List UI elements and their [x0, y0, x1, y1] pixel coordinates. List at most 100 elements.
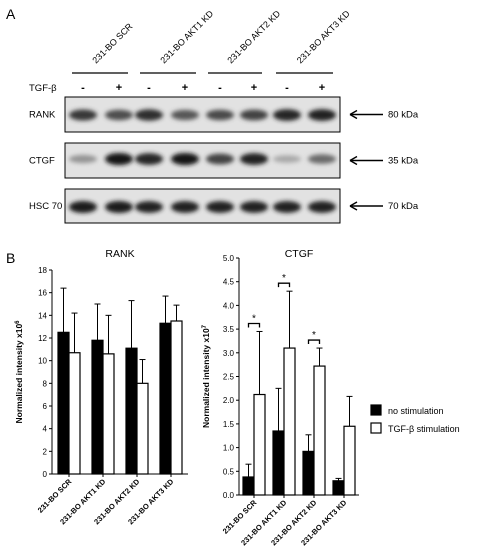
bar [57, 331, 70, 475]
blot-band [308, 201, 336, 213]
bar [272, 430, 285, 496]
bar [313, 365, 326, 496]
group-label: 231-BO SCR [90, 21, 135, 66]
blot-band [308, 109, 336, 121]
blot-band [69, 109, 97, 121]
bar [125, 347, 138, 475]
group-label: 231-BO AKT2 KD [225, 8, 282, 65]
blot-band [206, 153, 234, 165]
blot-band [240, 201, 268, 213]
y-tick-label: 3.5 [223, 325, 235, 334]
significance-marker: * [252, 313, 256, 324]
blot-row-label: HSC 70 [29, 201, 62, 212]
y-tick-label: 1.5 [223, 420, 235, 429]
western-blot: 231-BO SCR 231-BO AKT1 KD 231-BO AKT2 KD 23… [29, 8, 419, 224]
significance-bracket [247, 322, 261, 328]
y-tick-label: 0.5 [223, 467, 235, 476]
legend-label: TGF-β stimulation [388, 424, 460, 434]
blot-row-label: CTGF [29, 156, 55, 167]
blot-row-label: RANK [29, 110, 56, 121]
legend-label: no stimulation [388, 406, 444, 416]
size-label: 70 kDa [388, 201, 419, 212]
group-label: 231-BO AKT3 KD [295, 8, 352, 65]
treatment-sign: - [147, 82, 151, 94]
treatment-sign: + [319, 82, 325, 94]
y-tick-label: 0 [43, 470, 48, 479]
blot-band [105, 152, 133, 166]
treatment-sign: + [251, 82, 257, 94]
bar [253, 393, 266, 496]
significance-bracket [307, 339, 321, 345]
blot-band [135, 201, 163, 213]
y-tick-label: 2 [43, 447, 48, 456]
y-tick-label: 1.0 [223, 444, 235, 453]
y-tick-label: 14 [38, 311, 47, 320]
y-tick-label: 0.0 [223, 491, 235, 500]
y-axis-label: Normalized intensity x106 [14, 320, 24, 424]
blot-band [273, 201, 301, 213]
size-arrowhead-icon [349, 201, 358, 211]
group-label: 231-BO AKT1 KD [158, 8, 215, 65]
chart-title: CTGF [285, 248, 314, 260]
bar [68, 352, 81, 475]
ctgf-bar-chart: CTGF 0.0 0.5 1.0 1.5 2.0 2.5 3.0 3.5 4.0 4.5 5.0 Nor… [201, 248, 359, 547]
y-tick-label: 3.0 [223, 349, 235, 358]
bar [302, 450, 315, 496]
y-tick-label: 2.0 [223, 396, 235, 405]
y-tick-label: 6 [43, 402, 48, 411]
size-arrowhead-icon [349, 109, 358, 120]
blot-band [69, 201, 97, 213]
panel-a-label: A [6, 6, 16, 22]
y-tick-label: 18 [38, 266, 47, 275]
bar [159, 322, 172, 475]
treatment-sign: - [285, 82, 289, 94]
y-tick-label: 10 [38, 357, 47, 366]
legend-swatch [370, 404, 382, 416]
bar [170, 320, 183, 475]
y-tick-label: 8 [43, 379, 48, 388]
panel-b-label: B [6, 250, 15, 266]
blot-band [105, 109, 133, 121]
blot-band [273, 109, 301, 121]
y-axis-label: Normalized intensity x107 [201, 324, 211, 428]
size-arrowhead-icon [349, 155, 358, 166]
significance-bracket [277, 282, 291, 288]
blot-band [135, 109, 163, 121]
bar [136, 382, 149, 475]
blot-band [69, 154, 97, 164]
bar [242, 476, 255, 496]
significance-marker: * [282, 273, 286, 284]
legend-swatch [370, 422, 382, 434]
blot-band [308, 154, 336, 164]
treatment-sign: + [116, 82, 122, 94]
bar [343, 425, 356, 496]
blot-band [240, 153, 268, 165]
blot-band [135, 153, 163, 165]
y-tick-label: 12 [38, 334, 47, 343]
y-tick-label: 16 [38, 289, 47, 298]
blot-band [206, 201, 234, 213]
blot-band [171, 109, 199, 121]
bar [332, 480, 345, 496]
blot-band [171, 201, 199, 213]
bar [283, 347, 296, 496]
chart-legend: no stimulation TGF-β stimulation [370, 404, 460, 434]
bar [91, 339, 104, 475]
y-tick-label: 4 [43, 425, 48, 434]
y-tick-label: 5.0 [223, 254, 235, 263]
blot-band [240, 109, 268, 121]
bar [102, 353, 115, 475]
rank-bar-chart: RANK 0 2 4 6 8 10 12 14 16 18 Normalized intensity … [14, 248, 188, 526]
size-label: 35 kDa [388, 156, 419, 167]
blot-band [171, 152, 199, 166]
treatment-sign: - [81, 82, 85, 94]
chart-title: RANK [105, 248, 134, 260]
blot-band [273, 155, 301, 163]
y-tick-label: 4.0 [223, 301, 235, 310]
y-tick-label: 4.5 [223, 278, 235, 287]
treatment-sign: + [182, 82, 188, 94]
treatment-sign: - [218, 82, 222, 94]
size-label: 80 kDa [388, 110, 419, 121]
y-tick-label: 2.5 [223, 373, 235, 382]
